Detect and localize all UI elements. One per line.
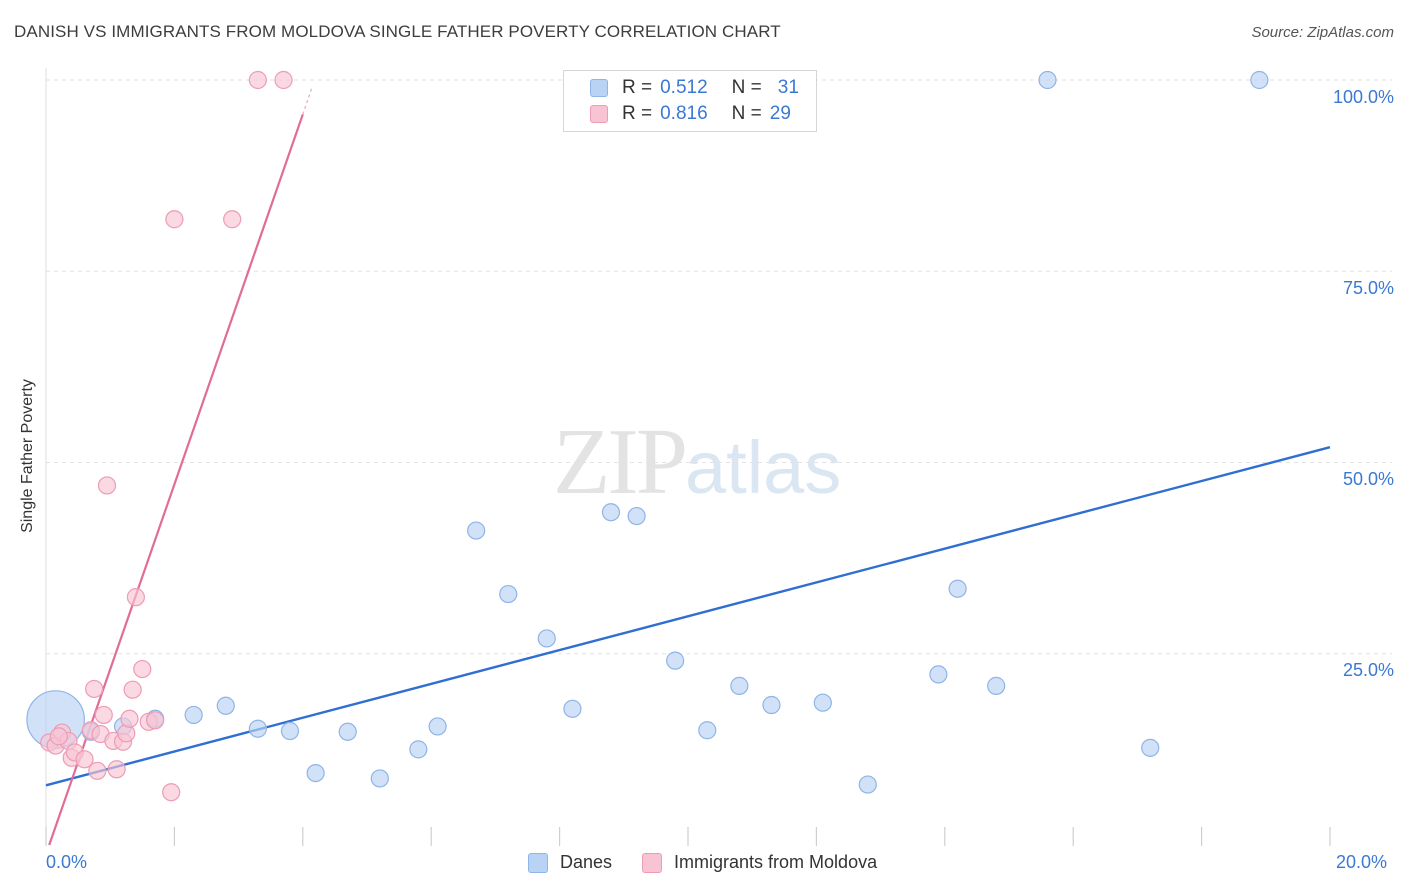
moldova-point [94,705,113,725]
moldova-point [146,711,165,730]
danes-point [666,651,685,670]
danes-point [627,506,646,526]
series-swatch-danes [528,852,548,873]
y-tick-50: 50.0% [1342,469,1394,489]
danes-point [987,676,1006,695]
moldova-point [75,750,94,769]
danes-point [563,699,582,718]
danes-point [338,722,357,741]
moldova-point [88,761,107,780]
y-tick-75: 75.0% [1342,278,1394,298]
legend-swatch-moldova [590,105,608,123]
moldova-point [107,760,126,779]
legend-danes-n-label: N = [731,77,762,98]
moldova-point [97,476,117,495]
chart-title: DANISH VS IMMIGRANTS FROM MOLDOVA SINGLE… [14,22,781,41]
y-tick-100: 100.0% [1332,87,1394,107]
danes-point [1141,738,1160,757]
series-legend-danes: Danes [528,852,612,873]
moldova-point [274,70,293,90]
danes-point [184,705,203,725]
danes-point [858,775,877,794]
danes-point [929,665,948,684]
moldova-point [126,588,145,607]
legend-swatch-danes [590,79,608,97]
legend-row-moldova: R = 0.816 N = 29 [590,102,791,126]
danes-point [730,676,749,695]
danes-point [280,721,300,741]
moldova-point [49,727,68,746]
danes-point [762,695,781,715]
moldova-point [120,709,139,728]
danes-point [499,584,518,604]
danes-point [813,693,832,712]
moldova-point [223,210,242,229]
series-label-danes: Danes [560,852,613,872]
trendline-danes [45,446,1331,787]
stats-legend: R = 0.512 N = 31 R = 0.816 N = 29 [563,70,817,132]
series-legend: Danes Immigrants from Moldova [528,852,907,873]
danes-point [306,763,325,783]
moldova-point [123,680,142,699]
x-tick-min: 0.0% [46,852,88,872]
danes-point [601,503,621,522]
legend-danes-n-value: 31 [777,77,799,98]
source-credit: Source: ZipAtlas.com [1251,24,1394,41]
danes-point [1250,70,1269,90]
danes-point [370,769,389,788]
moldova-point [248,70,267,90]
watermark-atlas: atlas [685,426,842,509]
trendline-moldova-extension [302,85,313,115]
legend-moldova-r-value: 0.816 [660,103,708,124]
legend-moldova-n-value: 29 [769,103,791,124]
danes-point [216,696,235,715]
danes-point [428,717,447,736]
legend-moldova-n-label: N = [731,103,762,124]
series-legend-moldova: Immigrants from Moldova [642,852,877,873]
moldova-point [133,659,152,679]
danes-point [1038,70,1057,90]
danes-point [409,740,428,759]
danes-point [537,629,556,648]
x-tick-max: 20.0% [1336,852,1388,872]
legend-moldova-r-label: R = [622,103,653,124]
legend-danes-r-label: R = [622,77,653,98]
series-label-moldova: Immigrants from Moldova [674,852,878,872]
danes-point [698,721,717,740]
moldova-point [165,210,184,229]
danes-point [248,719,267,738]
moldova-point [85,679,104,699]
legend-row-danes: R = 0.512 N = 31 [590,76,799,100]
series-swatch-moldova [642,852,663,873]
danes-point [948,579,967,598]
legend-danes-r-value: 0.512 [660,77,708,98]
danes-point [467,521,486,540]
moldova-point [162,783,181,802]
y-tick-25: 25.0% [1342,660,1394,680]
